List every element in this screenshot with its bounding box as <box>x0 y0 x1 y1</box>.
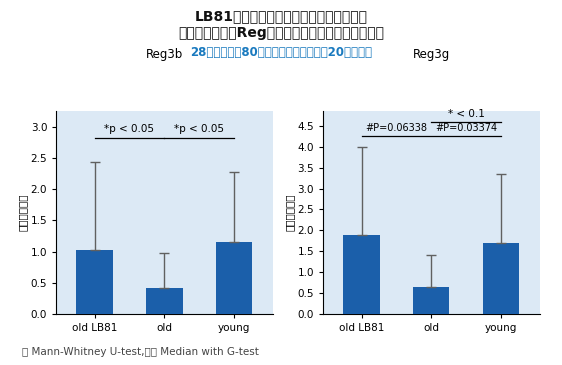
Text: #P=0.06338: #P=0.06338 <box>365 123 428 134</box>
Text: #P=0.03374: #P=0.03374 <box>435 123 497 134</box>
Text: * < 0.1: * < 0.1 <box>448 109 484 119</box>
Text: ＊ Mann-Whitney U-test,　＃ Median with G-test: ＊ Mann-Whitney U-test, ＃ Median with G-t… <box>22 347 259 357</box>
Bar <box>343 235 380 314</box>
Text: *p < 0.05: *p < 0.05 <box>174 124 224 134</box>
Text: 28ヶ月齢（約80歳）のマウスに対する20か月投与: 28ヶ月齢（約80歳）のマウスに対する20か月投与 <box>190 46 372 59</box>
Text: 抗菌ペプチド（Regファミリー）遠伝子発現の上昇: 抗菌ペプチド（Regファミリー）遠伝子発現の上昇 <box>178 26 384 40</box>
Bar <box>413 287 450 314</box>
Text: Reg3b: Reg3b <box>146 48 183 61</box>
Y-axis label: 相対的発現量: 相対的発現量 <box>18 194 28 231</box>
Text: LB81投与による加齢マウス小腸における: LB81投与による加齢マウス小腸における <box>194 9 368 23</box>
Y-axis label: 相対的発現量: 相対的発現量 <box>285 194 294 231</box>
Text: *p < 0.05: *p < 0.05 <box>105 124 155 134</box>
Bar <box>76 250 113 314</box>
Text: Reg3g: Reg3g <box>413 48 450 61</box>
Bar <box>146 288 183 314</box>
Bar <box>216 242 252 314</box>
Bar <box>483 243 519 314</box>
